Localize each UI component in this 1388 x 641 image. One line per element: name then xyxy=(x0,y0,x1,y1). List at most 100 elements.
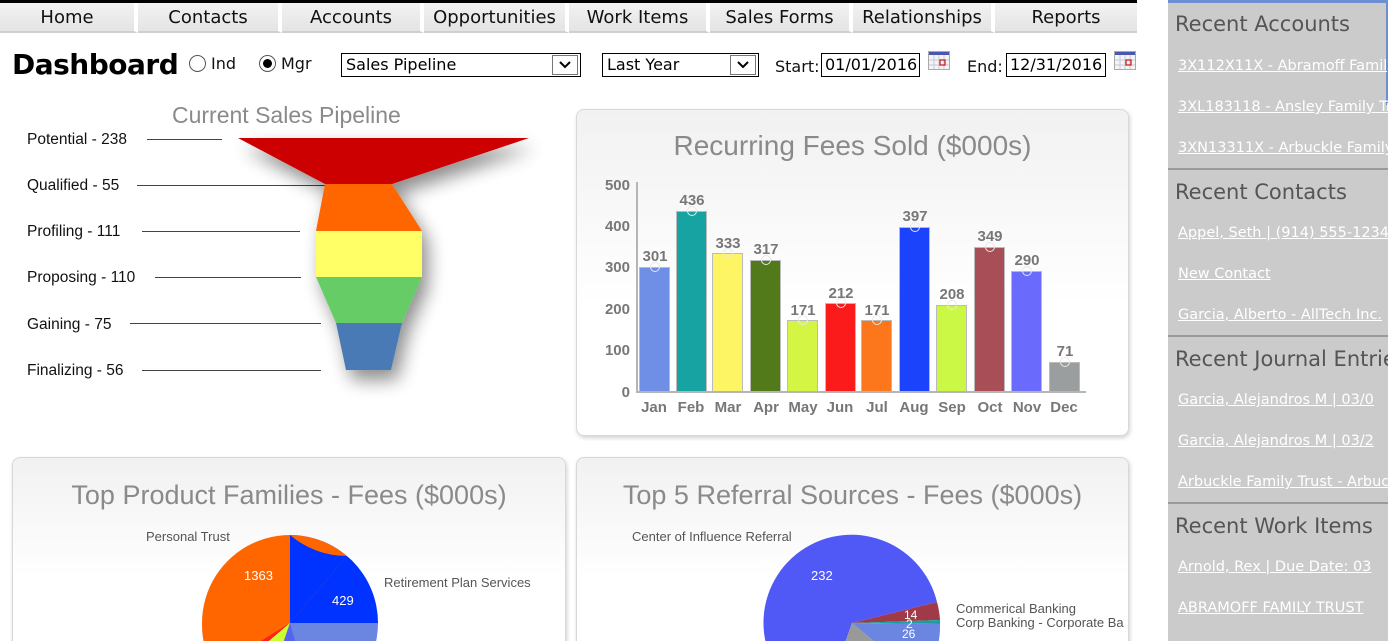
bar-sep[interactable] xyxy=(936,305,967,391)
recent-journal-link[interactable]: Garcia, Alejandros M | 03/0 xyxy=(1178,392,1374,408)
bar-marker xyxy=(1060,357,1070,367)
period-select[interactable]: Last Year xyxy=(602,53,759,77)
tab-home[interactable]: Home xyxy=(0,3,138,33)
recent-contact-link[interactable]: Garcia, Alberto - AllTech Inc. xyxy=(1178,307,1383,323)
end-date-input[interactable]: 12/31/2016 xyxy=(1006,53,1106,77)
bar-marker xyxy=(985,242,995,252)
pie1-value-retirement: 429 xyxy=(332,593,354,608)
bar-value: 397 xyxy=(902,208,928,225)
funnel-label-gaining: Gaining - 75 xyxy=(27,316,112,333)
recent-work-items-heading: Recent Work Items xyxy=(1175,514,1373,538)
recent-account-link[interactable]: 3XL183118 - Ansley Family Trust xyxy=(1178,99,1388,115)
recent-items-sidebar: Recent Accounts 3X112X11X - Abramoff Fam… xyxy=(1168,0,1388,641)
bar-apr[interactable] xyxy=(750,260,781,391)
recent-work-item-link[interactable]: ABRAMOFF FAMILY TRUST xyxy=(1178,600,1364,616)
y-tick: 200 xyxy=(604,301,630,318)
calendar-icon[interactable] xyxy=(1114,51,1136,70)
bar-may[interactable] xyxy=(787,320,818,391)
tab-work-items[interactable]: Work Items xyxy=(569,3,710,33)
recent-work-item-link[interactable]: Arnold, Rex | Due Date: 03 xyxy=(1178,559,1372,575)
pie1-label-personal-trust: Personal Trust xyxy=(146,529,230,544)
bar-marker xyxy=(687,206,697,216)
recent-journal-link[interactable]: Garcia, Alejandros M | 03/2 xyxy=(1178,433,1374,449)
bar-nov[interactable] xyxy=(1011,271,1042,391)
pie2-value-corp: 2 xyxy=(906,617,913,631)
x-axis xyxy=(636,391,1086,393)
bar-value: 333 xyxy=(715,235,741,252)
funnel-graphic xyxy=(238,138,529,370)
bar-marker xyxy=(761,255,771,265)
recent-contact-link[interactable]: Appel, Seth | (914) 555-1234 xyxy=(1178,225,1388,241)
recent-contact-link[interactable]: New Contact xyxy=(1178,266,1271,282)
tab-opportunities[interactable]: Opportunities xyxy=(424,3,569,33)
bar-feb[interactable] xyxy=(676,211,707,391)
bar-value: 208 xyxy=(939,286,965,303)
bar-marker xyxy=(947,300,957,310)
funnel-title: Current Sales Pipeline xyxy=(172,102,401,128)
pie2-value-coi: 232 xyxy=(811,568,833,583)
calendar-icon[interactable] xyxy=(928,51,950,70)
bar-value: 71 xyxy=(1056,343,1074,360)
pie2-label-corp-banking: Corp Banking - Corporate Ba xyxy=(956,615,1124,630)
x-tick: Sep xyxy=(938,399,966,416)
start-date-label: Start: xyxy=(775,57,820,76)
radio-mgr-label: Mgr xyxy=(281,54,312,73)
dashboard-toolbar: Dashboard Ind Mgr Sales Pipeline Last Ye… xyxy=(0,46,1140,84)
x-tick: Nov xyxy=(1012,399,1042,416)
tab-sales-forms[interactable]: Sales Forms xyxy=(710,3,853,33)
x-tick: Jan xyxy=(641,399,667,416)
recent-account-link[interactable]: 3X112X11X - Abramoff Family Trust xyxy=(1178,58,1388,74)
tab-reports[interactable]: Reports xyxy=(995,3,1137,33)
start-date-input[interactable]: 01/01/2016 xyxy=(821,53,920,77)
recent-contacts-section: Recent Contacts Appel, Seth | (914) 555-… xyxy=(1168,170,1388,337)
x-tick: Jul xyxy=(866,399,888,416)
funnel-leader-line xyxy=(142,370,321,371)
y-tick: 400 xyxy=(604,218,630,235)
bar-marker xyxy=(1022,266,1032,276)
radio-mgr[interactable]: Mgr xyxy=(259,54,312,73)
tab-accounts[interactable]: Accounts xyxy=(282,3,424,33)
pie2-value-commercial: 14 xyxy=(904,608,918,622)
y-tick: 0 xyxy=(621,384,630,401)
funnel-label-finalizing: Finalizing - 56 xyxy=(27,362,124,379)
bar-mar[interactable] xyxy=(712,253,743,391)
referral-sources-pie xyxy=(763,534,941,641)
tab-contacts[interactable]: Contacts xyxy=(138,3,282,33)
top-referral-sources-card: Top 5 Referral Sources - Fees ($000s) Ce… xyxy=(576,457,1129,641)
radio-mgr-circle[interactable] xyxy=(259,55,276,72)
y-tick: 300 xyxy=(604,259,630,276)
x-tick: May xyxy=(788,399,818,416)
radio-ind[interactable]: Ind xyxy=(189,54,236,73)
chevron-down-icon[interactable] xyxy=(730,55,756,75)
dashboard-select[interactable]: Sales Pipeline xyxy=(341,53,581,77)
bar-value: 171 xyxy=(790,302,816,319)
bar-aug[interactable] xyxy=(899,227,930,391)
bar-jun[interactable] xyxy=(825,303,856,391)
funnel-leader-line xyxy=(155,277,301,278)
y-tick: 100 xyxy=(604,342,630,359)
recent-journal-entries-section: Recent Journal Entries Garcia, Alejandro… xyxy=(1168,337,1388,504)
funnel-leader-line xyxy=(147,139,222,140)
y-axis xyxy=(636,182,638,393)
radio-ind-circle[interactable] xyxy=(189,55,206,72)
sidebar-top-border xyxy=(1168,0,1388,3)
bar-jan[interactable] xyxy=(639,267,670,391)
bar-chart-title: Recurring Fees Sold ($000s) xyxy=(673,130,1032,161)
top-product-families-card: Top Product Families - Fees ($000s) Pers… xyxy=(12,457,566,641)
y-tick: 500 xyxy=(604,177,630,194)
chevron-down-icon[interactable] xyxy=(552,55,578,75)
bar-oct[interactable] xyxy=(974,247,1005,391)
recent-account-link[interactable]: 3XN13311X - Arbuckle Family Trust xyxy=(1178,140,1388,156)
product-families-pie xyxy=(201,535,378,641)
sidebar-right-border xyxy=(1386,0,1388,105)
recent-accounts-section: Recent Accounts 3X112X11X - Abramoff Fam… xyxy=(1168,0,1388,170)
bar-value: 301 xyxy=(642,248,668,265)
dashboard-select-value: Sales Pipeline xyxy=(346,55,457,74)
pie1-title: Top Product Families - Fees ($000s) xyxy=(71,480,507,510)
tab-relationships[interactable]: Relationships xyxy=(853,3,995,33)
pie2-label-commercial-banking: Commerical Banking xyxy=(956,601,1076,616)
recent-work-items-section: Recent Work Items Arnold, Rex | Due Date… xyxy=(1168,504,1388,641)
recent-journal-heading: Recent Journal Entries xyxy=(1175,347,1388,371)
bar-jul[interactable] xyxy=(861,320,892,391)
recent-journal-link[interactable]: Arbuckle Family Trust - Arbuckle xyxy=(1178,474,1388,490)
